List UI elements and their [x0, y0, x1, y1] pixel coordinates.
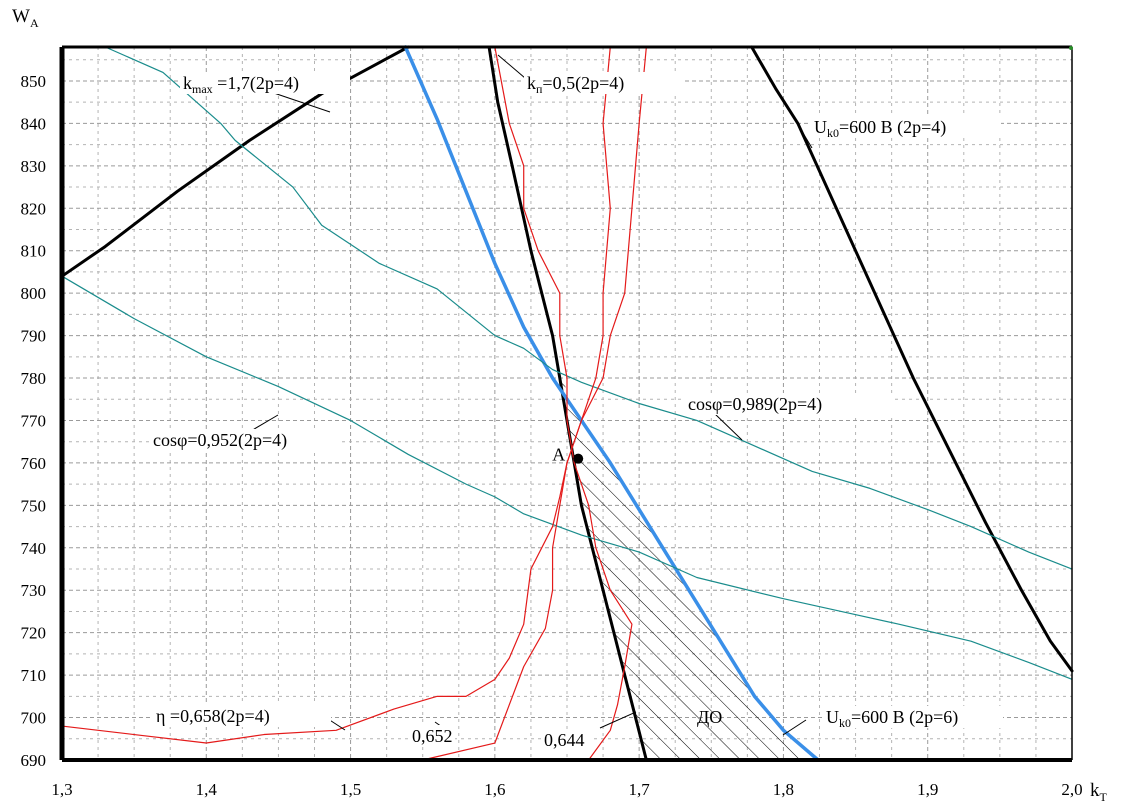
y-tick-label: 710 — [21, 666, 47, 685]
tick-labels: 1,3 1,4 1,5 1,6 1,7 1,8 1,9 2,0 690 700 710 720 730 7… — [12, 6, 1108, 801]
y-tick-label: 730 — [21, 581, 47, 600]
uk4-leader — [799, 127, 813, 149]
x-tick-label: 1,9 — [917, 780, 938, 799]
y-tick-label: 840 — [21, 114, 47, 133]
e644-label-bg — [541, 729, 593, 751]
hatched-region-label: ДО — [697, 707, 722, 727]
kp-leader — [497, 54, 526, 79]
kp-label-bg — [524, 72, 682, 94]
uk6-label: Uk0=600 В (2p=6) — [826, 707, 958, 730]
y-tick-label: 760 — [21, 454, 47, 473]
y-axis-label: WA — [12, 6, 39, 30]
uk4-label: Uk0=600 В (2p=4) — [814, 117, 946, 140]
axes — [59, 45, 1073, 762]
point-a-marker — [573, 453, 584, 464]
kp-label: kп=0,5(2p=4) — [527, 73, 624, 96]
series-line-8 — [494, 46, 633, 761]
corner-dot — [1069, 46, 1073, 50]
series-line-2 — [750, 45, 1074, 673]
point-a-label: A — [552, 445, 565, 465]
y-tick-label: 800 — [21, 284, 47, 303]
e652-label-bg — [409, 725, 455, 747]
y-tick-label: 720 — [21, 624, 47, 643]
kmax-label: kmax =1,7(2p=4) — [183, 73, 299, 96]
annotations: kmax =1,7(2p=4) kп=0,5(2p=4) Uk0=600 В (2p… — [150, 46, 1073, 751]
y-tick-label: 790 — [21, 327, 47, 346]
hatched-area — [561, 378, 819, 760]
series-line-5 — [104, 46, 1073, 570]
e644-label: 0,644 — [544, 730, 585, 750]
y-tick-label: 690 — [21, 751, 47, 770]
y-tick-label: 740 — [21, 539, 47, 558]
e652-label: 0,652 — [412, 726, 453, 746]
x-tick-label: 1,7 — [629, 780, 651, 799]
y-tick-label: 770 — [21, 411, 47, 430]
y-tick-label: 750 — [21, 496, 47, 515]
eta-label-bg — [153, 705, 331, 727]
hatched-region — [561, 378, 819, 760]
cos989-label: cosφ=0,989(2p=4) — [688, 394, 822, 415]
eta-label: η =0,658(2p=4) — [156, 706, 270, 727]
x-tick-label: 1,5 — [340, 780, 361, 799]
kmax-label-bg — [180, 72, 350, 94]
uk6-label-bg — [823, 706, 1003, 728]
y-tick-label: 780 — [21, 369, 47, 388]
x-tick-label: 2,0 — [1061, 780, 1082, 799]
series-line-6 — [61, 46, 647, 744]
x-tick-label: 1,8 — [773, 780, 794, 799]
y-tick-label: 700 — [21, 709, 47, 728]
x-axis-label: kT — [1090, 780, 1108, 801]
cos989-leader — [713, 412, 743, 441]
y-tick-label: 810 — [21, 242, 47, 261]
cos952-label: cosφ=0,952(2p=4) — [153, 430, 287, 451]
uk6-leader — [782, 719, 807, 736]
x-tick-label: 1,3 — [51, 780, 72, 799]
series-line-7 — [422, 46, 611, 761]
uk4-label-bg — [811, 116, 1001, 138]
y-tick-label: 820 — [21, 199, 47, 218]
series-line-1 — [487, 45, 648, 762]
series-line-3 — [403, 45, 820, 762]
x-tick-label: 1,4 — [196, 780, 218, 799]
x-tick-label: 1,6 — [484, 780, 505, 799]
y-tick-label: 850 — [21, 72, 47, 91]
cos952-label-bg — [150, 429, 340, 451]
cos989-label-bg — [685, 393, 895, 415]
y-tick-label: 830 — [21, 157, 47, 176]
e644-leader — [599, 711, 637, 729]
